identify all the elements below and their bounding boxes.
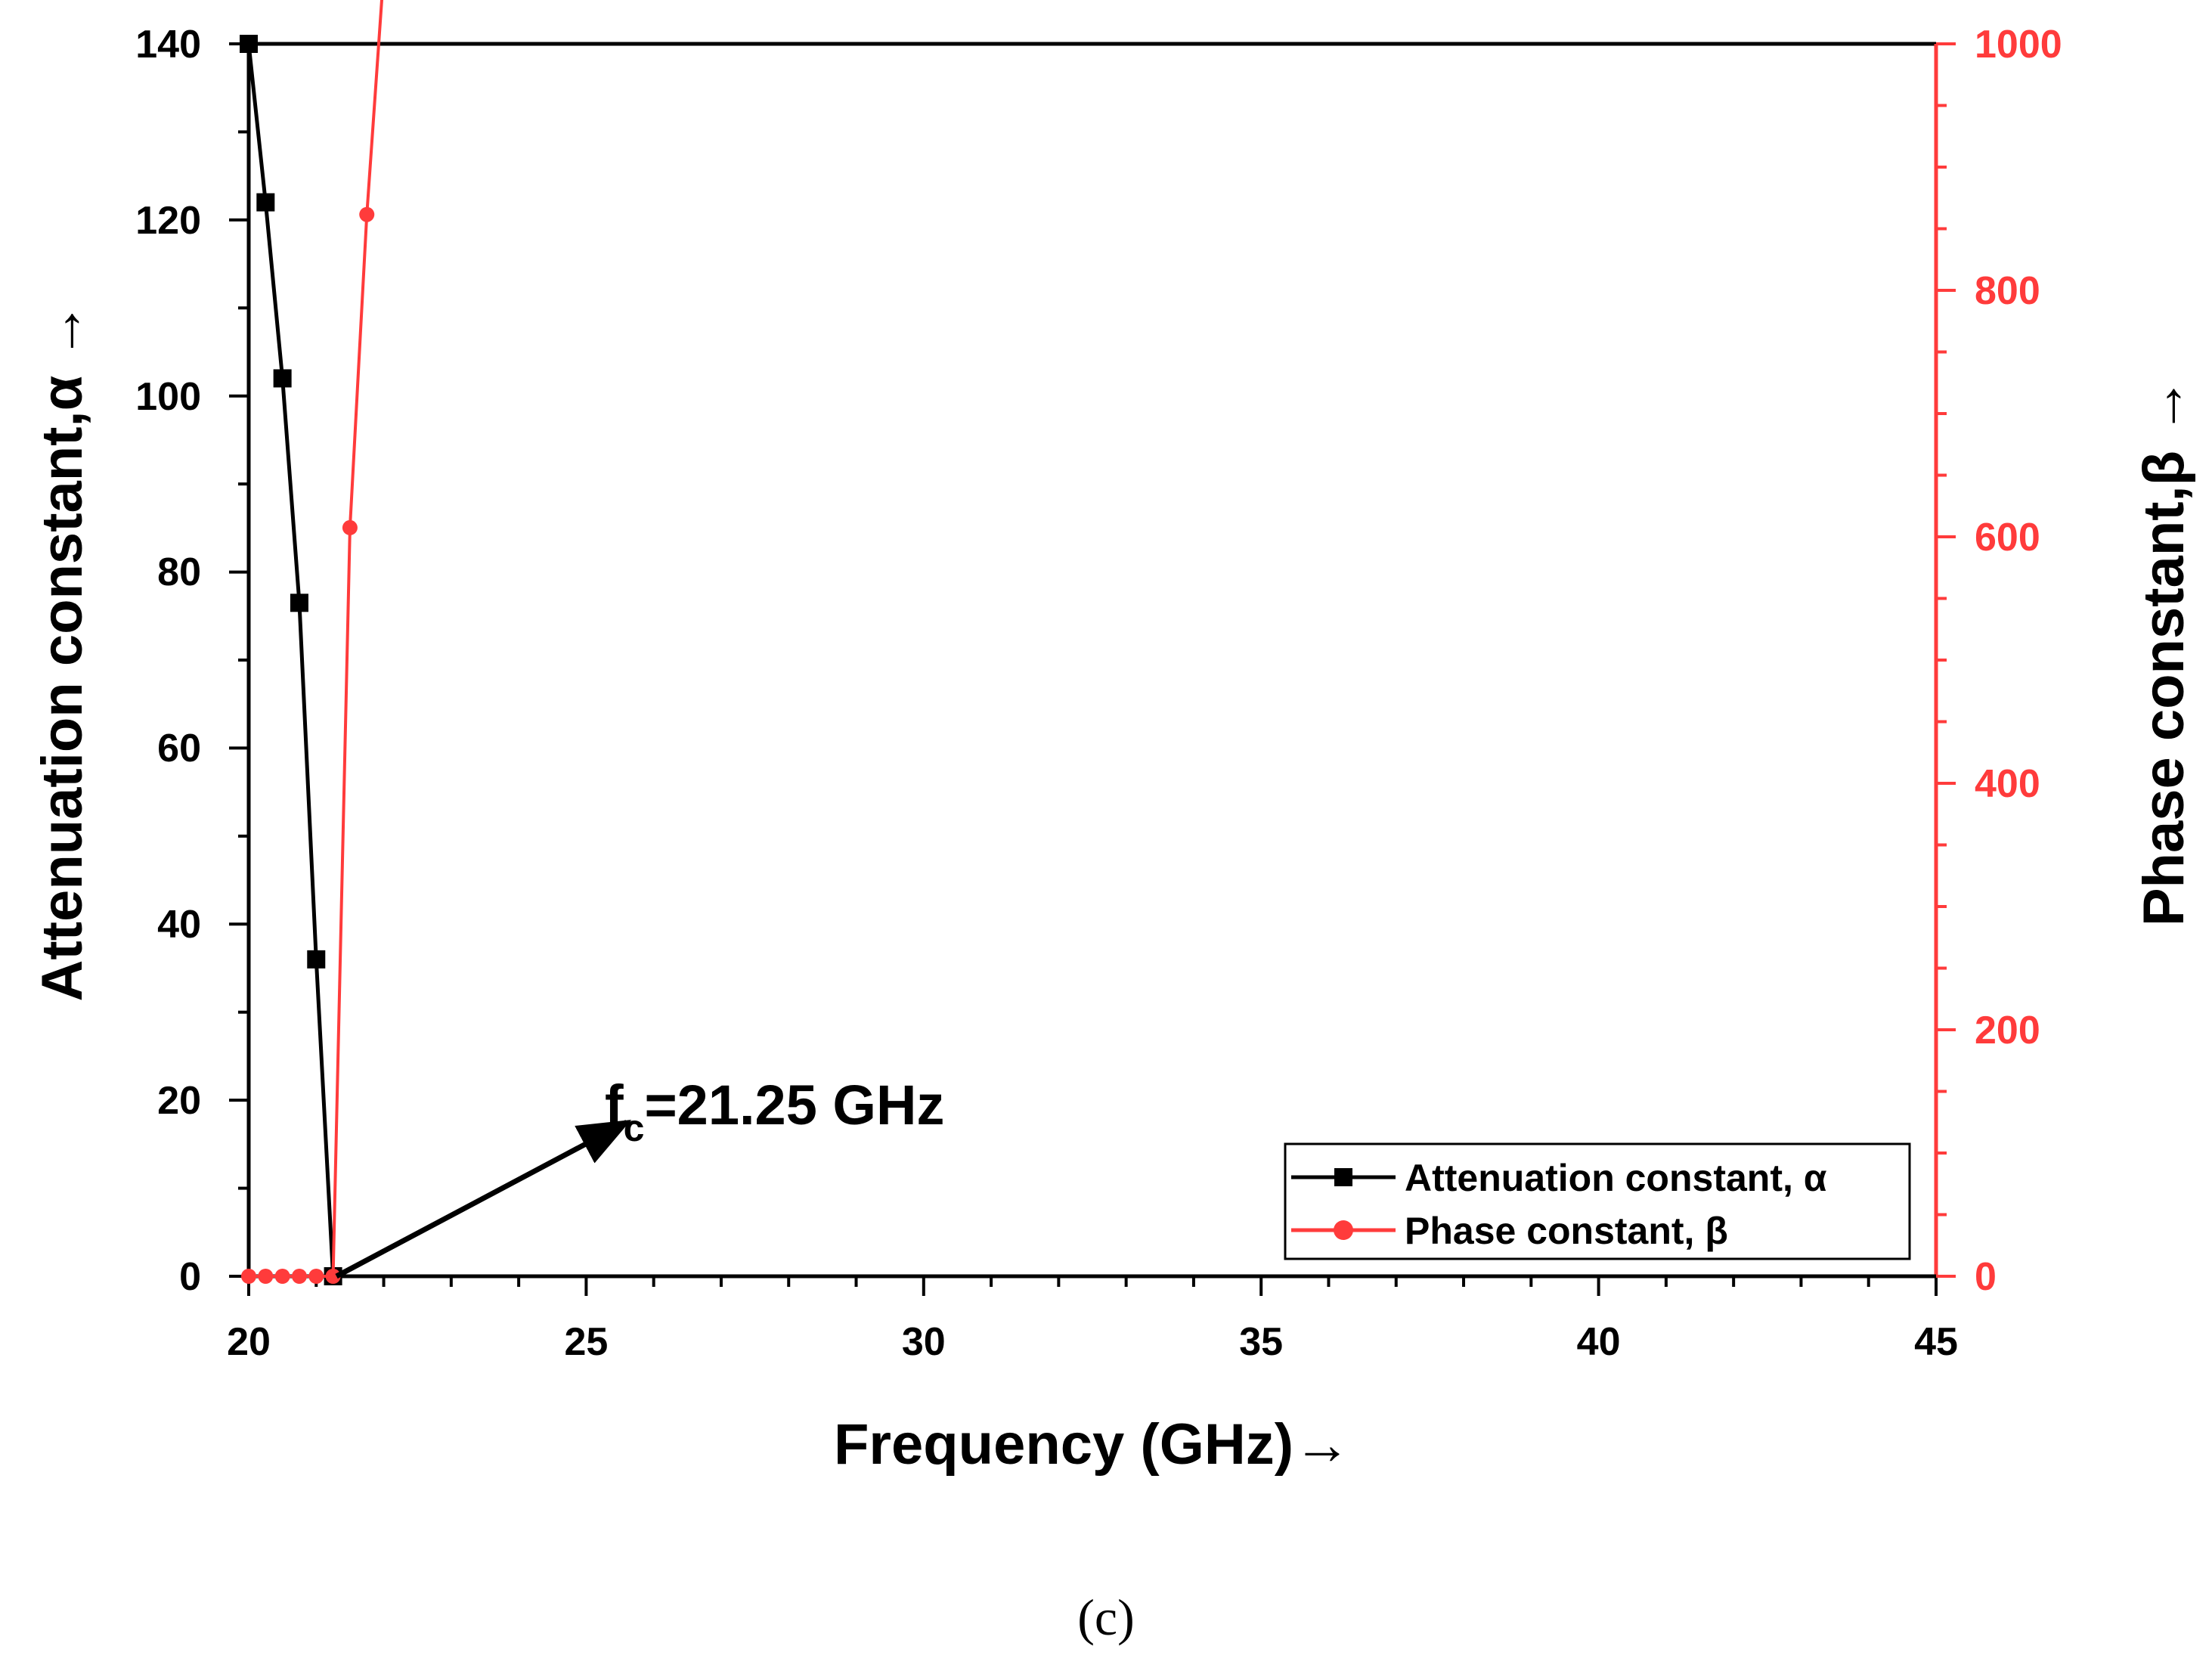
x-tick-label: 45 [1914,1320,1958,1364]
cutoff-arrow [335,1119,632,1279]
left-y-tick-label: 100 [135,375,201,419]
phase-line [249,0,383,1278]
series-phase [241,0,383,1284]
right-y-axis-title: Phase constant,β → [2132,377,2196,926]
left-y-tick-label: 20 [157,1079,201,1123]
x-tick-label: 25 [564,1320,608,1364]
legend-label-alpha: Attenuation constant, α [1405,1157,1827,1199]
left-y-tick-labels: 0 20 40 60 80 100 120 140 [135,23,201,1299]
legend-marker-circle [1334,1220,1353,1240]
left-y-tick-label: 60 [157,727,201,770]
right-y-tick-label: 200 [1975,1009,2040,1052]
right-y-tick-label: 400 [1975,762,2040,806]
legend-label-beta: Phase constant, β [1405,1210,1728,1252]
attenuation-point [273,369,292,388]
cutoff-label: fc=21.25 GHz [605,1074,944,1149]
left-y-axis-title: Attenuation constant,α → [30,302,94,1002]
x-axis-title: Frequency (GHz)→ [834,1412,1351,1477]
phase-point [342,519,358,535]
left-y-tick-label: 40 [157,903,201,947]
left-y-tick-label: 120 [135,199,201,243]
phase-point [241,1269,256,1284]
attenuation-point [256,193,275,212]
cutoff-label-value: =21.25 GHz [644,1074,944,1136]
x-tick-label: 20 [227,1320,271,1364]
attenuation-line [246,43,1936,1279]
plot-frame [246,42,1938,1279]
right-y-tick-label: 1000 [1975,23,2062,67]
legend-marker-square [1334,1168,1352,1186]
figure-caption: (c) [1077,1589,1134,1646]
right-y-tick-label: 600 [1975,516,2040,559]
right-y-tick-label: 800 [1975,269,2040,313]
legend: Attenuation constant, α Phase constant, … [1284,1142,1911,1260]
x-tick-labels: 20 25 30 35 40 45 [227,1320,1958,1364]
cutoff-label-f: f [605,1074,624,1136]
attenuation-point [290,594,308,612]
x-tick-label: 30 [902,1320,946,1364]
cutoff-label-subscript: c [624,1107,645,1149]
left-y-tick-label: 140 [135,23,201,67]
attenuation-point [307,950,326,969]
attenuation-point [240,35,258,53]
legend-box [1284,1142,1911,1260]
phase-point [274,1269,290,1284]
axis-ticks [229,42,1956,1296]
right-y-tick-labels: 0 200 400 600 800 1000 [1975,23,2062,1299]
phase-point [258,1269,274,1284]
x-tick-label: 35 [1239,1320,1283,1364]
right-y-tick-label: 0 [1975,1255,1997,1299]
left-y-tick-label: 80 [157,550,201,594]
phase-point [308,1269,324,1284]
cutoff-annotation: fc=21.25 GHz [335,1074,944,1279]
phase-point [291,1269,307,1284]
phase-point [359,206,375,222]
series-attenuation [240,35,1936,1285]
phase-point [325,1269,341,1284]
left-y-tick-label: 0 [179,1255,201,1299]
x-tick-label: 40 [1577,1320,1621,1364]
